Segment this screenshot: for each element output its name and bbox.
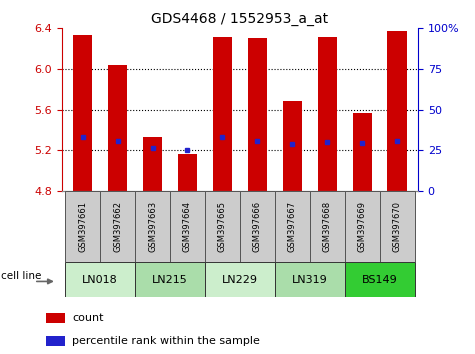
Bar xyxy=(318,38,337,191)
Text: count: count xyxy=(72,313,104,322)
Bar xyxy=(345,191,380,262)
Bar xyxy=(143,137,162,191)
Text: GSM397664: GSM397664 xyxy=(183,201,192,252)
Text: GSM397667: GSM397667 xyxy=(288,201,297,252)
Bar xyxy=(205,262,275,297)
Text: GSM397661: GSM397661 xyxy=(78,201,87,252)
Bar xyxy=(345,262,415,297)
Bar xyxy=(283,101,302,191)
Bar xyxy=(65,262,135,297)
Text: GSM397669: GSM397669 xyxy=(358,201,367,252)
Bar xyxy=(310,191,345,262)
Bar xyxy=(170,191,205,262)
Bar xyxy=(65,191,100,262)
Bar xyxy=(240,191,275,262)
Bar xyxy=(46,336,65,346)
Text: BS149: BS149 xyxy=(361,275,398,285)
Bar xyxy=(108,65,127,191)
Bar xyxy=(205,191,240,262)
Bar xyxy=(46,313,65,323)
Bar xyxy=(248,39,267,191)
Text: GSM397662: GSM397662 xyxy=(113,201,122,252)
Text: GSM397668: GSM397668 xyxy=(323,201,332,252)
Text: percentile rank within the sample: percentile rank within the sample xyxy=(72,336,260,346)
Text: LN215: LN215 xyxy=(152,275,188,285)
Bar xyxy=(100,191,135,262)
Text: cell line: cell line xyxy=(1,271,42,281)
Bar xyxy=(388,32,407,191)
Text: GSM397666: GSM397666 xyxy=(253,201,262,252)
Bar xyxy=(380,191,415,262)
Text: LN018: LN018 xyxy=(82,275,118,285)
Text: GSM397665: GSM397665 xyxy=(218,201,227,252)
Bar xyxy=(178,154,197,191)
Bar xyxy=(135,191,170,262)
Text: LN319: LN319 xyxy=(292,275,328,285)
Title: GDS4468 / 1552953_a_at: GDS4468 / 1552953_a_at xyxy=(152,12,328,26)
Bar xyxy=(73,35,92,191)
Bar xyxy=(213,38,232,191)
Bar xyxy=(275,262,345,297)
Bar xyxy=(135,262,205,297)
Text: LN229: LN229 xyxy=(222,275,258,285)
Bar xyxy=(275,191,310,262)
Text: GSM397670: GSM397670 xyxy=(392,201,401,252)
Text: GSM397663: GSM397663 xyxy=(148,201,157,252)
Bar xyxy=(352,113,372,191)
